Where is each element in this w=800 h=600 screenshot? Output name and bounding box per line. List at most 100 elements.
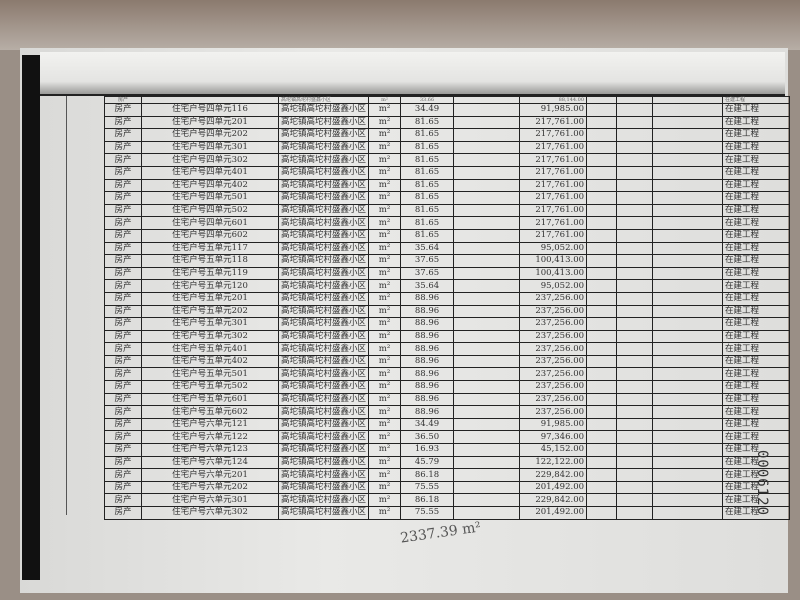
table-row: 房产 住宅户号五单元119 高坨镇高坨村盛鑫小区 m² 37.65 100,413.00 在… — [104, 266, 791, 281]
cell-status: 在建工程 — [722, 506, 791, 520]
cell-empty — [453, 392, 521, 407]
cell-empty — [453, 506, 521, 520]
table-row: 房产 住宅户号四单元602 高坨镇高坨村盛鑫小区 m² 81.65 217,761.00 在… — [104, 228, 791, 243]
cell-location: 高坨镇高坨村盛鑫小区 — [277, 103, 370, 117]
cell-name: 住宅户号五单元118 — [141, 254, 279, 268]
cell-location: 高坨镇高坨村盛鑫小区 — [277, 417, 370, 432]
cell-name: 住宅户号四单元402 — [141, 178, 279, 193]
cell-empty — [652, 480, 724, 495]
table-row: 房产 住宅户号六单元121 高坨镇高坨村盛鑫小区 m² 34.49 91,985.00 在建… — [104, 417, 791, 432]
cell-empty — [616, 153, 654, 167]
cell-empty — [586, 115, 618, 130]
cell-empty — [586, 354, 618, 369]
cell-type: 房产 — [104, 417, 142, 432]
cell-empty — [652, 216, 724, 230]
cell-area: 88.96 — [400, 354, 455, 369]
cell-type: 房产 — [104, 241, 142, 256]
cell-location: 高坨镇高坨村盛鑫小区 — [277, 405, 370, 419]
cell-name: 住宅户号五单元201 — [141, 291, 279, 306]
cell-unit: m² — [368, 392, 402, 407]
cell-type: 房产 — [104, 506, 142, 520]
cell-empty — [586, 304, 618, 319]
cell-location: 高坨镇高坨村盛鑫小区 — [277, 191, 370, 205]
cell-empty — [453, 405, 521, 419]
cell-empty — [616, 165, 654, 180]
cell-status: 在建工程 — [722, 354, 791, 369]
cell-empty — [616, 128, 654, 142]
cell-location: 高坨镇高坨村盛鑫小区 — [277, 443, 370, 457]
cell-empty — [652, 279, 724, 293]
cell-empty — [652, 392, 724, 407]
cell-name: 住宅户号五单元401 — [141, 342, 279, 356]
cell-unit: m² — [368, 317, 402, 331]
cell-empty — [616, 417, 654, 432]
cell-location: 高坨镇高坨村盛鑫小区 — [277, 228, 370, 243]
cell-area: 81.65 — [400, 216, 455, 230]
cell-name: 住宅户号五单元602 — [141, 405, 279, 419]
cell-type: 房产 — [104, 342, 142, 356]
cell-status: 在建工程 — [722, 417, 791, 432]
cell-empty — [453, 493, 521, 507]
cell-status: 在建工程 — [722, 178, 791, 193]
cell-empty — [453, 367, 521, 382]
cell-unit: m² — [368, 468, 402, 482]
cell-area: 34.49 — [400, 417, 455, 432]
cell-location: 高坨镇高坨村盛鑫小区 — [277, 203, 370, 218]
cell-value: 95,052.00 — [519, 241, 588, 256]
cell-value: 201,492.00 — [519, 480, 588, 495]
cell-area: 35.64 — [400, 279, 455, 293]
cell-empty — [586, 228, 618, 243]
cell-area: 45.79 — [400, 455, 455, 470]
cell-unit: m² — [368, 443, 402, 457]
cell-location: 高坨镇高坨村盛鑫小区 — [277, 430, 370, 445]
cell-empty — [453, 455, 521, 470]
table-row: 房产 住宅户号四单元301 高坨镇高坨村盛鑫小区 m² 81.65 217,761.00 在… — [104, 140, 791, 155]
table-row: 房产 住宅户号五单元502 高坨镇高坨村盛鑫小区 m² 88.96 237,256.00 在… — [104, 380, 791, 394]
cell-area: 88.96 — [400, 329, 455, 344]
cell-empty — [652, 115, 724, 130]
cell-empty — [616, 317, 654, 331]
cell-location: 高坨镇高坨村盛鑫小区 — [277, 493, 370, 507]
cell-empty — [652, 228, 724, 243]
table-row: 房产 住宅户号五单元201 高坨镇高坨村盛鑫小区 m² 88.96 237,256.00 在… — [104, 291, 791, 306]
cell-type: 房产 — [104, 455, 142, 470]
cell-type: 房产 — [104, 380, 142, 394]
cell-empty — [453, 254, 521, 268]
cell-empty — [652, 405, 724, 419]
cell-type: 房产 — [104, 279, 142, 293]
cell-empty — [453, 153, 521, 167]
cell-empty — [652, 291, 724, 306]
cell-empty — [453, 191, 521, 205]
table-row: 房产 住宅户号五单元301 高坨镇高坨村盛鑫小区 m² 88.96 237,256.00 在… — [104, 317, 791, 331]
cell-empty — [453, 140, 521, 155]
table-row: 房产 住宅户号四单元402 高坨镇高坨村盛鑫小区 m² 81.65 217,761.00 在… — [104, 178, 791, 193]
cell-type: 房产 — [104, 329, 142, 344]
cell-unit: m² — [368, 241, 402, 256]
cell-type: 房产 — [104, 291, 142, 306]
cell-empty — [453, 103, 521, 117]
cell-empty — [616, 480, 654, 495]
cell-status: 在建工程 — [722, 317, 791, 331]
cell-name: 住宅户号五单元117 — [141, 241, 279, 256]
cell-empty — [616, 203, 654, 218]
cell-location: 高坨镇高坨村盛鑫小区 — [277, 291, 370, 306]
cell-empty — [616, 506, 654, 520]
table-row: 房产 住宅户号五单元401 高坨镇高坨村盛鑫小区 m² 88.96 237,256.00 在… — [104, 342, 791, 356]
table-row: 房产 住宅户号四单元116 高坨镇高坨村盛鑫小区 m² 34.49 91,985.00 在建… — [104, 103, 791, 117]
cell-empty — [652, 241, 724, 256]
cell-status: 在建工程 — [722, 140, 791, 155]
cell-unit: m² — [368, 165, 402, 180]
cell-empty — [652, 443, 724, 457]
cell-location: 高坨镇高坨村盛鑫小区 — [277, 354, 370, 369]
cell-value: 45,152.00 — [519, 443, 588, 457]
cell-area: 37.65 — [400, 254, 455, 268]
cell-type: 房产 — [104, 354, 142, 369]
cell-value: 97,346.00 — [519, 430, 588, 445]
cell-type: 房产 — [104, 178, 142, 193]
cell-name: 住宅户号四单元601 — [141, 216, 279, 230]
cell-empty — [453, 279, 521, 293]
cell-unit: m² — [368, 291, 402, 306]
cell-empty — [586, 165, 618, 180]
cell-location: 高坨镇高坨村盛鑫小区 — [277, 128, 370, 142]
cell-empty — [586, 367, 618, 382]
